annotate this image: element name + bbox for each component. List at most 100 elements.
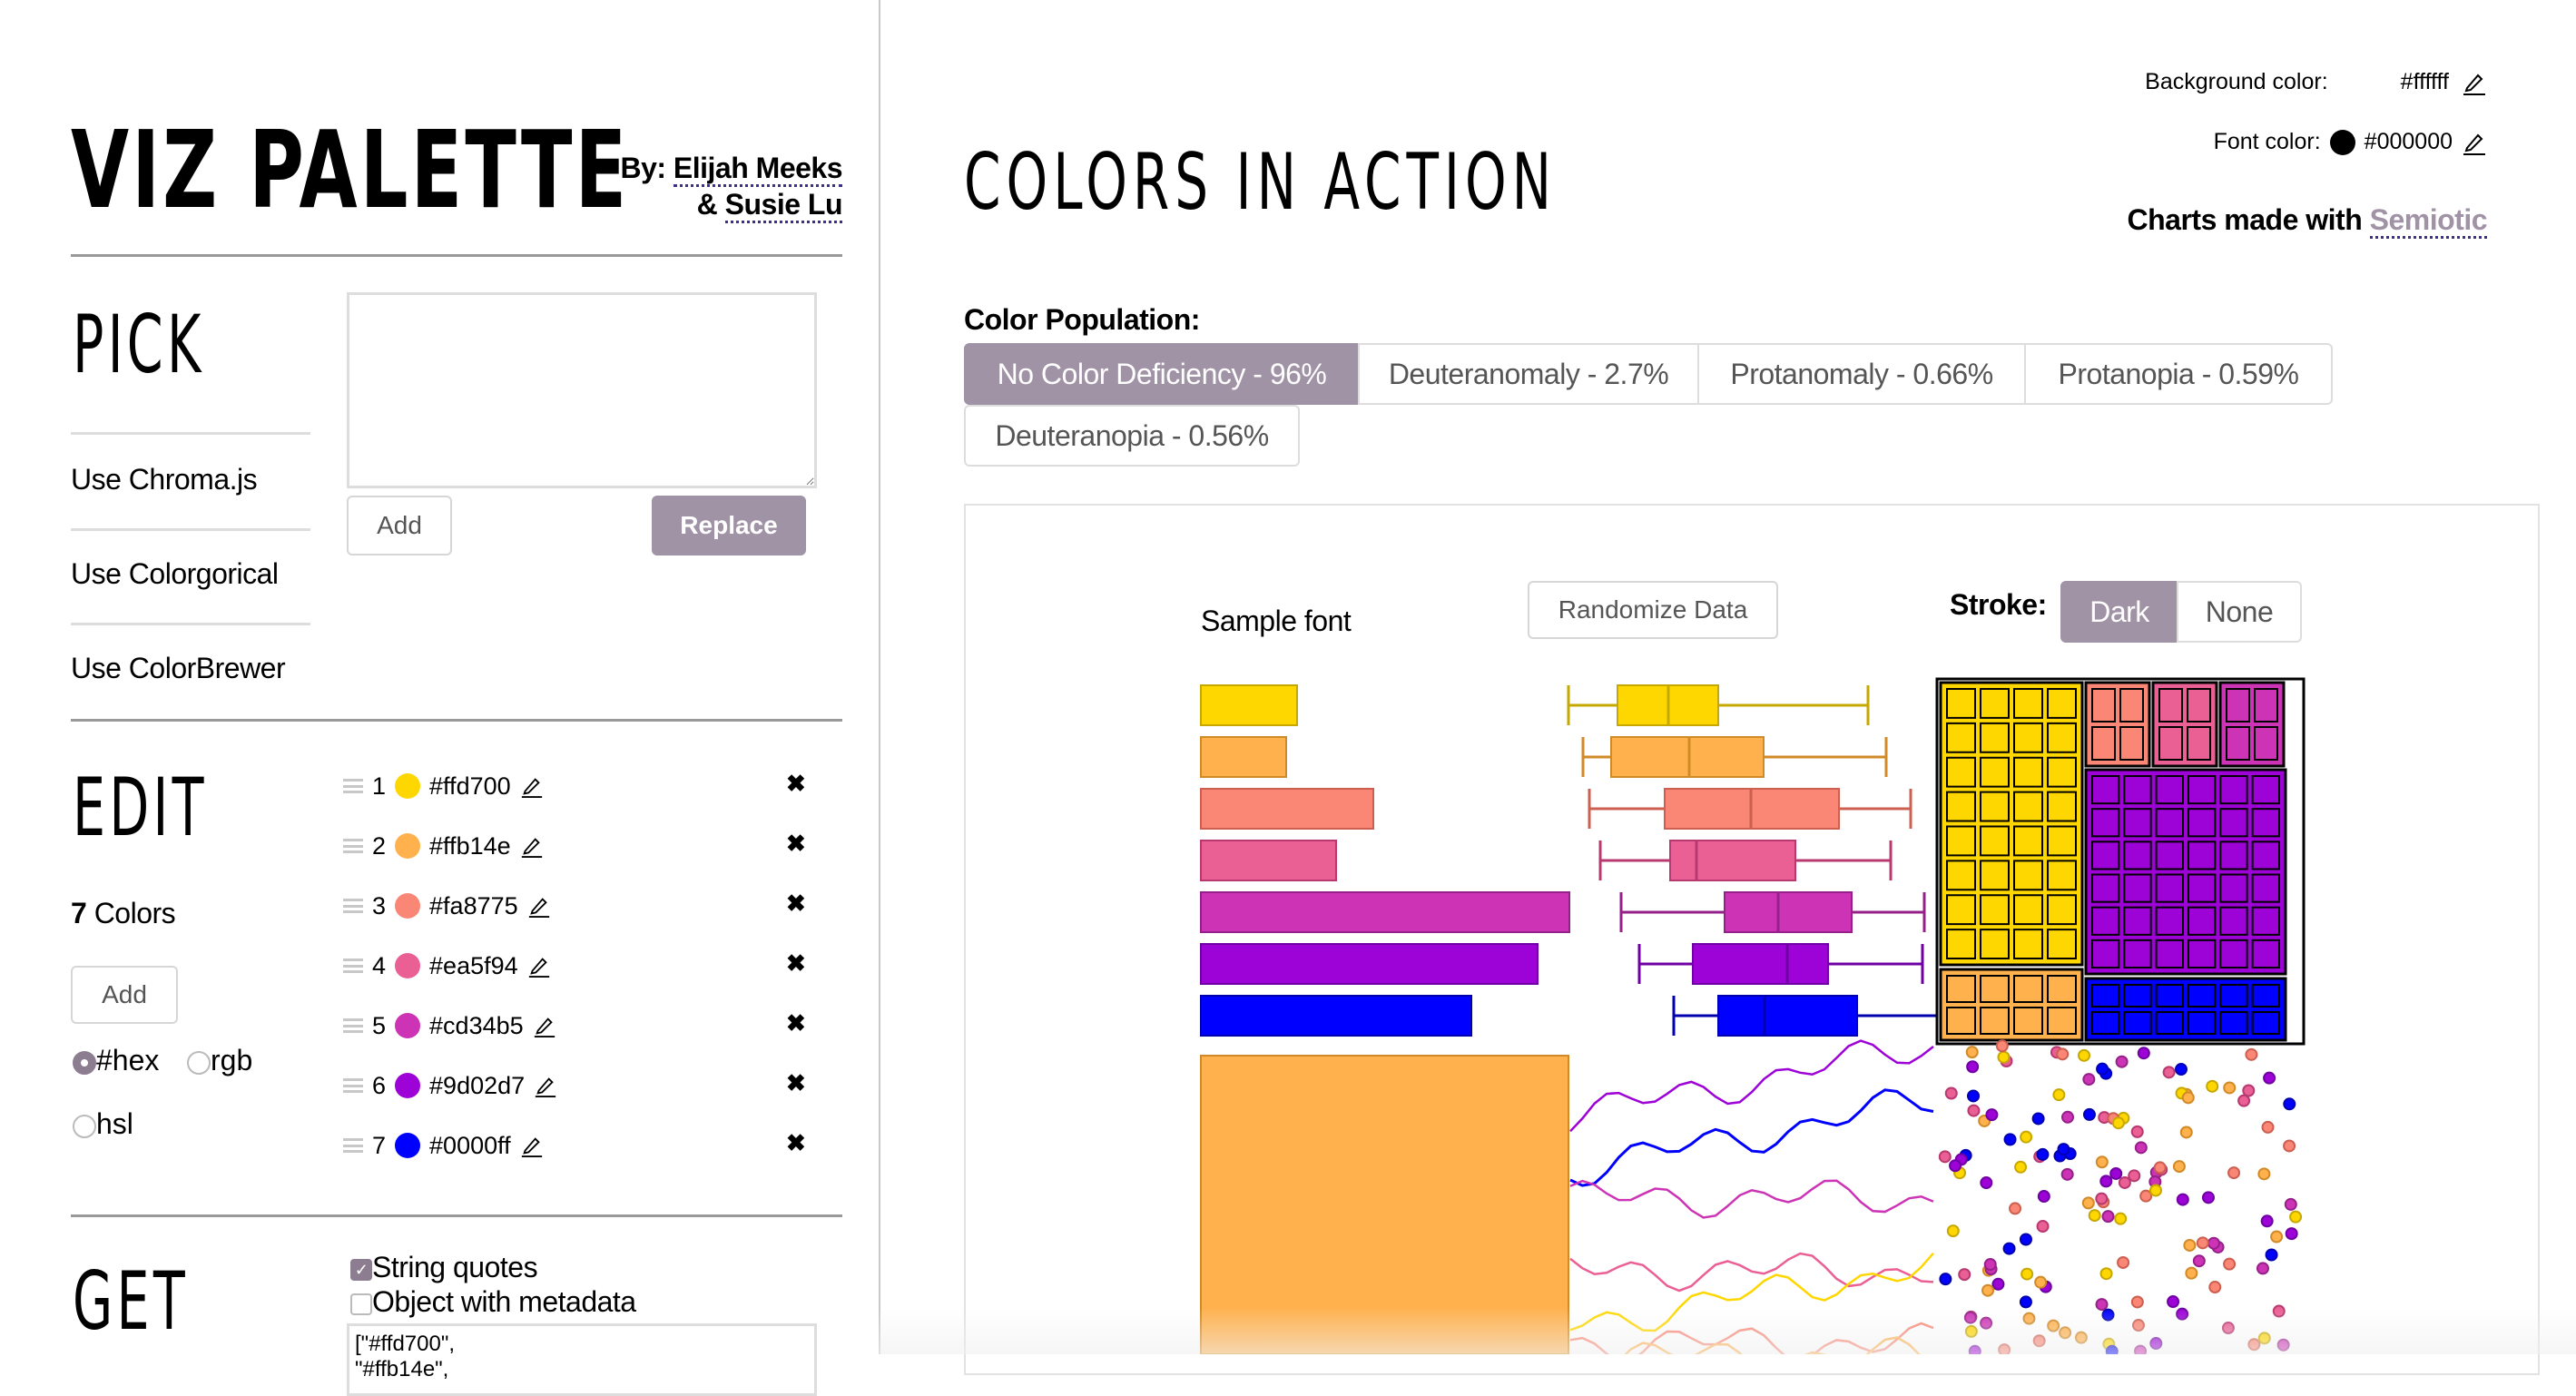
color-count-number: 7 <box>71 897 87 929</box>
divider <box>71 528 310 531</box>
pencil-icon[interactable] <box>520 1134 544 1157</box>
remove-color-icon[interactable]: ✖ <box>786 949 806 977</box>
radio-rgb-label: rgb <box>211 1044 253 1076</box>
remove-color-icon[interactable]: ✖ <box>786 830 806 857</box>
tab-deuteranopia[interactable]: Deuteranopia - 0.56% <box>964 405 1300 467</box>
use-chromajs-link[interactable]: Use Chroma.js <box>71 463 258 496</box>
font-color-swatch <box>2329 129 2355 155</box>
bar <box>1200 684 1298 726</box>
tab-no-color-deficiency[interactable]: No Color Deficiency - 96% <box>964 343 1360 405</box>
left-panel: VIZ PALETTE By: Elijah Meeks & Susie Lu … <box>0 0 880 1396</box>
color-hex: #ffb14e <box>429 831 511 860</box>
stroke-label: Stroke: <box>1950 588 2047 621</box>
remove-color-icon[interactable]: ✖ <box>786 890 806 917</box>
color-hex: #ea5f94 <box>429 951 518 979</box>
tab-protanomaly[interactable]: Protanomaly - 0.66% <box>1697 343 2026 405</box>
remove-color-icon[interactable]: ✖ <box>786 1129 806 1156</box>
color-input-textarea[interactable] <box>347 292 817 488</box>
pencil-icon[interactable] <box>533 1014 556 1037</box>
format-hex[interactable]: #hex <box>73 1044 159 1077</box>
string-quotes-checkbox[interactable]: ✓ <box>350 1258 372 1281</box>
color-hex: #0000ff <box>429 1131 511 1159</box>
use-colorbrewer-link[interactable]: Use ColorBrewer <box>71 652 286 684</box>
format-rgb[interactable]: rgb <box>187 1044 252 1077</box>
pencil-icon[interactable] <box>527 894 551 918</box>
color-list-item[interactable]: 6 #9d02d7 <box>343 1067 815 1104</box>
radio-hsl[interactable] <box>73 1114 96 1138</box>
output-line: ["#ffd700", <box>355 1332 456 1356</box>
color-index: 6 <box>372 1071 387 1099</box>
color-count-label: Colors <box>93 897 176 929</box>
color-swatch <box>395 1133 421 1158</box>
color-swatch <box>395 1013 421 1038</box>
sample-font-text: Sample font <box>1201 605 1352 637</box>
author-link-elijah[interactable]: Elijah Meeks <box>673 152 843 187</box>
color-list-item[interactable]: 5 #cd34b5 <box>343 1008 815 1044</box>
pencil-icon[interactable] <box>2462 70 2487 95</box>
color-index: 5 <box>372 1011 387 1039</box>
use-colorgorical-link[interactable]: Use Colorgorical <box>71 557 279 590</box>
drag-handle-icon[interactable] <box>343 779 363 793</box>
drag-handle-icon[interactable] <box>343 1138 363 1153</box>
remove-color-icon[interactable]: ✖ <box>786 1069 806 1096</box>
color-count: 7 Colors <box>71 897 176 930</box>
drag-handle-icon[interactable] <box>343 899 363 913</box>
remove-color-icon[interactable]: ✖ <box>786 1009 806 1037</box>
divider <box>71 623 310 625</box>
charts-canvas <box>1200 677 2306 1354</box>
font-color-label: Font color: <box>2213 129 2321 154</box>
section-title: COLORS IN ACTION <box>964 137 1558 228</box>
pencil-icon[interactable] <box>2462 130 2487 155</box>
randomize-data-button[interactable]: Randomize Data <box>1528 581 1778 639</box>
drag-handle-icon[interactable] <box>343 959 363 973</box>
byline-prefix: By: <box>620 152 666 184</box>
semiotic-link[interactable]: Semiotic <box>2369 203 2488 239</box>
color-list-item[interactable]: 4 #ea5f94 <box>343 948 815 984</box>
remove-color-icon[interactable]: ✖ <box>786 770 806 797</box>
tab-protanopia[interactable]: Protanopia - 0.59% <box>2024 343 2333 405</box>
color-swatch <box>395 773 421 799</box>
object-metadata-option[interactable]: Object with metadata <box>350 1285 636 1319</box>
palette-output-textarea[interactable]: ["#ffd700", "#ffb14e", <box>347 1323 817 1396</box>
pencil-icon[interactable] <box>520 774 544 798</box>
color-list-item[interactable]: 3 #fa8775 <box>343 888 815 924</box>
tab-deuteranomaly[interactable]: Deuteranomaly - 2.7% <box>1358 343 1699 405</box>
bar <box>1200 788 1374 830</box>
section-divider <box>71 719 842 722</box>
radio-hex[interactable] <box>73 1050 96 1075</box>
app-title: VIZ PALETTE <box>71 107 630 232</box>
color-list-item[interactable]: 1 #ffd700 <box>343 768 815 804</box>
object-metadata-checkbox[interactable] <box>350 1293 372 1315</box>
format-hsl[interactable]: hsl <box>73 1107 133 1141</box>
background-color-value: #ffffff <box>2400 69 2449 94</box>
divider <box>71 432 310 435</box>
radio-rgb[interactable] <box>187 1050 211 1075</box>
background-color-setting: Background color: #ffffff <box>2145 69 2487 95</box>
author-link-susie[interactable]: Susie Lu <box>724 188 843 223</box>
bar <box>1200 840 1337 881</box>
font-color-setting: Font color: #000000 <box>2214 129 2487 155</box>
color-hex: #cd34b5 <box>429 1011 524 1039</box>
object-metadata-label: Object with metadata <box>372 1285 636 1318</box>
drag-handle-icon[interactable] <box>343 1078 363 1093</box>
replace-button[interactable]: Replace <box>652 496 806 555</box>
stroke-dark-button[interactable]: Dark <box>2060 581 2178 643</box>
color-swatch <box>395 833 421 859</box>
pencil-icon[interactable] <box>527 954 551 978</box>
color-swatch <box>395 953 421 978</box>
background-color-swatch <box>2362 69 2388 95</box>
pencil-icon[interactable] <box>534 1074 557 1097</box>
pick-add-button[interactable]: Add <box>347 496 452 555</box>
bar <box>1200 736 1287 778</box>
edit-heading: EDIT <box>73 761 208 854</box>
drag-handle-icon[interactable] <box>343 1018 363 1033</box>
string-quotes-option[interactable]: ✓ String quotes <box>350 1251 538 1284</box>
stroke-none-button[interactable]: None <box>2177 581 2302 643</box>
pencil-icon[interactable] <box>520 834 544 858</box>
color-list-item[interactable]: 2 #ffb14e <box>343 828 815 864</box>
color-hex: #ffd700 <box>429 772 511 800</box>
header-divider <box>71 254 842 257</box>
edit-add-button[interactable]: Add <box>71 966 178 1024</box>
color-list-item[interactable]: 7 #0000ff <box>343 1127 815 1164</box>
drag-handle-icon[interactable] <box>343 839 363 853</box>
